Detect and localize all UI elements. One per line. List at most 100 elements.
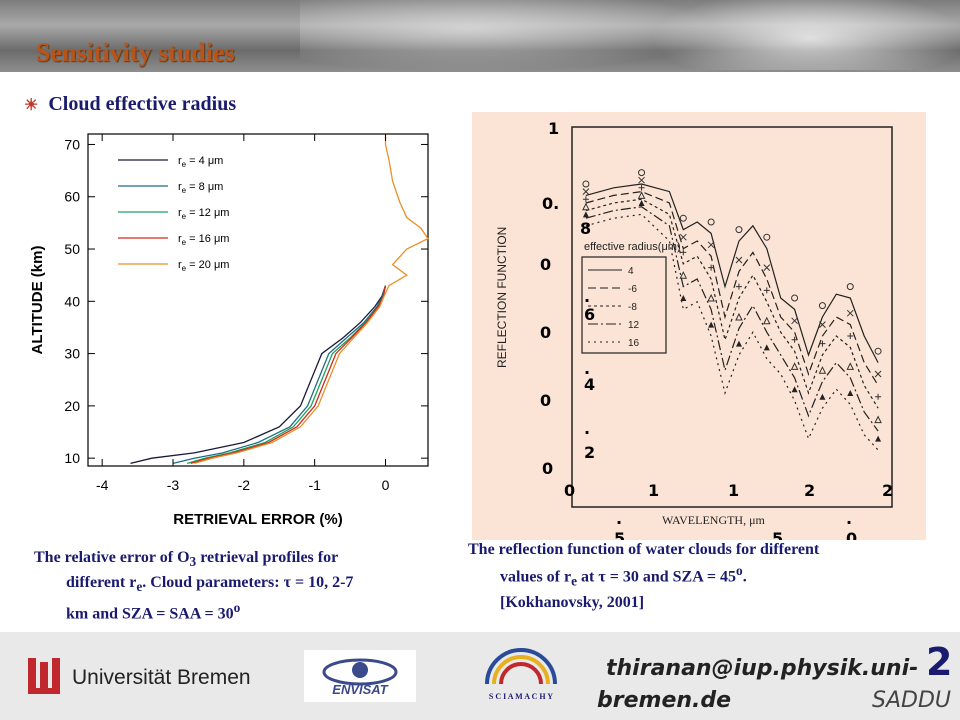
- data-point: [582, 211, 589, 218]
- data-point: [763, 264, 771, 271]
- overlay-y-label: 0.: [542, 194, 559, 213]
- y-tick-label: 10: [64, 450, 80, 466]
- scan-plot-frame: [571, 126, 893, 508]
- data-point: [846, 309, 854, 317]
- right-caption: The reflection function of water clouds …: [468, 539, 948, 613]
- caption-text: values of r: [500, 568, 572, 586]
- logo-bar-icon: [40, 662, 48, 692]
- data-point: [582, 202, 590, 211]
- x-axis-label: RETRIEVAL ERROR (%): [173, 511, 342, 528]
- caption-superscript: o: [736, 563, 743, 578]
- sun-bullet-icon: ☀: [24, 97, 39, 114]
- caption-line: km and SZA = SAA = 30o: [34, 597, 454, 624]
- series-line: [130, 285, 387, 465]
- reflection-series-line: [585, 213, 879, 451]
- data-point: [874, 370, 882, 378]
- caption-text: at τ = 30 and SZA = 45: [577, 568, 737, 586]
- overlay-x-label: 0: [564, 481, 575, 500]
- caption-text: . Cloud parameters: τ = 10, 2-7: [142, 574, 354, 592]
- envisat-logo: ENVISAT: [304, 650, 416, 702]
- scan-x-axis-label: WAVELENGTH, μm: [662, 513, 766, 527]
- data-point: [707, 293, 715, 302]
- y-tick-label: 30: [64, 346, 80, 362]
- x-tick-label: -1: [308, 477, 321, 493]
- data-point: [708, 321, 715, 328]
- legend-title: effective radius(μm): [584, 241, 681, 253]
- data-point: [680, 249, 687, 256]
- y-tick-label: 70: [64, 136, 80, 152]
- scan-y-axis-label: REFLECTION FUNCTION: [495, 227, 509, 368]
- data-point: [638, 176, 645, 184]
- x-tick-label: -3: [167, 477, 180, 493]
- data-point: [791, 317, 798, 325]
- caption-citation: [Kokhanovsky, 2001]: [500, 593, 645, 611]
- overlay-y-fragment: .: [584, 287, 590, 306]
- overlay-x-fragment: .: [846, 509, 852, 528]
- data-point: [763, 233, 771, 241]
- caption-text: km and SZA = SAA = 30: [66, 605, 234, 623]
- legend-box: [581, 256, 667, 354]
- university-logo-svg: Universität Bremen: [28, 658, 251, 694]
- overlay-x-label: 1: [648, 481, 659, 500]
- overlay-y-fragment: 4: [584, 375, 595, 394]
- x-tick-label: -2: [238, 477, 251, 493]
- data-point: [582, 196, 589, 203]
- envisat-text: ENVISAT: [332, 682, 388, 697]
- data-point: [763, 287, 770, 294]
- data-point: [735, 283, 742, 290]
- caption-line: values of re at τ = 30 and SZA = 45o.: [468, 560, 948, 592]
- overlay-y-label: 1: [548, 119, 559, 138]
- altitude-error-chart-svg: re = 4 μm re = 8 μm re = 12 μm re = 16 μm re…: [29, 133, 429, 528]
- data-point: [875, 393, 882, 400]
- caption-text: retrieval profiles for: [196, 549, 339, 566]
- data-point: [582, 188, 590, 195]
- sciamachy-logo: S C I A M A C H Y: [466, 646, 576, 702]
- data-point: [762, 316, 771, 325]
- logo-bar-icon: [28, 658, 36, 692]
- data-point: [819, 340, 826, 347]
- data-point: [680, 295, 687, 301]
- data-point: [818, 302, 826, 310]
- plot-frame: [87, 133, 429, 467]
- data-point: [708, 264, 715, 271]
- y-axis-label: ALTITUDE (km): [29, 246, 46, 355]
- overlay-y-fragment: 2: [584, 443, 595, 462]
- caption-subscript: e: [136, 579, 143, 595]
- bullet-text: Cloud effective radius: [48, 93, 237, 115]
- university-name: Universität Bremen: [72, 666, 251, 689]
- data-point: [791, 294, 799, 302]
- email-line2: bremen.de: [597, 688, 732, 713]
- data-point: [847, 333, 854, 339]
- overlay-x-fragment: 5: [614, 529, 625, 540]
- data-point: [735, 256, 743, 264]
- page-number: 2: [926, 640, 953, 684]
- caption-superscript: o: [233, 600, 241, 616]
- data-point: [791, 386, 798, 393]
- data-point: [819, 393, 826, 400]
- legend-label: 12: [628, 320, 640, 331]
- overlay-y-label: 0: [540, 323, 551, 342]
- overlay-y-fragment: .: [584, 359, 590, 378]
- caption-text: .: [742, 568, 747, 586]
- data-point: [637, 191, 646, 199]
- email-line1: thiranan@iup.physik.uni-: [606, 656, 919, 681]
- data-point: [679, 233, 687, 241]
- overlay-x-label: 2: [804, 481, 815, 500]
- reflection-series-line: [585, 198, 879, 409]
- envisat-logo-svg: ENVISAT: [322, 658, 398, 697]
- data-point: [846, 362, 855, 370]
- legend-label: re = 8 μm: [178, 181, 223, 195]
- series-line: [172, 285, 387, 465]
- data-point: [874, 347, 882, 355]
- x-tick-label: 0: [382, 477, 390, 493]
- slide-title: Sensitivity studies: [36, 38, 235, 67]
- data-point: [846, 283, 854, 291]
- cloud-decoration: [650, 0, 960, 70]
- data-point: [763, 344, 770, 351]
- overlay-y-label: 0: [540, 255, 551, 274]
- data-point: [874, 415, 882, 424]
- overlay-x-label: 1: [728, 481, 739, 500]
- caption-subscript: 3: [189, 554, 197, 570]
- overlay-y-label: 0: [540, 391, 551, 410]
